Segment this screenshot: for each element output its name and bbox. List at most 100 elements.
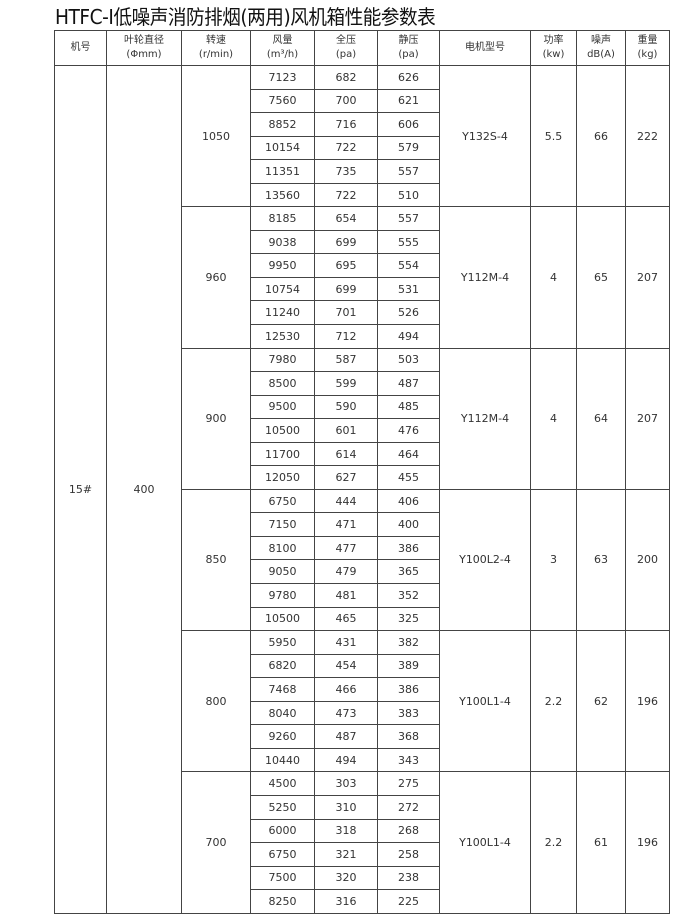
static-pressure-cell: 258 xyxy=(377,842,440,867)
header-machine-no: 机号 xyxy=(54,30,107,66)
motor-model-cell: Y100L1-4 xyxy=(439,771,531,914)
weight-cell: 207 xyxy=(625,206,670,349)
header-power: 功率 (kw) xyxy=(530,30,577,66)
airflow-cell: 7468 xyxy=(250,677,315,702)
motor-model-cell: Y100L2-4 xyxy=(439,488,531,632)
static-pressure-cell: 579 xyxy=(377,135,440,161)
table-row: 11700 614 464 xyxy=(55,441,670,467)
header-label: 转速 xyxy=(206,35,226,46)
weight-cell: 222 xyxy=(625,64,670,208)
total-pressure-cell: 722 xyxy=(314,135,378,161)
table-row: 9780 481 352 xyxy=(55,583,670,608)
airflow-cell: 5250 xyxy=(250,794,315,820)
static-pressure-cell: 621 xyxy=(377,88,440,114)
static-pressure-cell: 526 xyxy=(377,300,440,326)
page-title: HTFC-Ⅰ低噪声消防排烟(两用)风机箱性能参数表 xyxy=(55,5,436,29)
table-row: 6000 318 268 xyxy=(55,818,670,844)
static-pressure-cell: 238 xyxy=(377,865,440,891)
power-cell: 4 xyxy=(530,347,577,490)
airflow-cell: 9950 xyxy=(250,253,315,278)
weight-cell: 200 xyxy=(625,488,670,632)
header-unit: (Φmm) xyxy=(126,49,162,60)
speed-cell: 800 xyxy=(181,630,251,773)
table-row: 8100 477 386 xyxy=(55,535,670,561)
airflow-cell: 10154 xyxy=(250,135,315,161)
header-impeller-diameter: 叶轮直径 (Φmm) xyxy=(106,30,182,66)
static-pressure-cell: 557 xyxy=(377,159,440,184)
header-label: 全压 xyxy=(336,35,356,46)
airflow-cell: 9260 xyxy=(250,724,315,749)
airflow-cell: 11240 xyxy=(250,300,315,326)
motor-model-cell: Y100L1-4 xyxy=(439,630,531,773)
airflow-cell: 10500 xyxy=(250,418,315,443)
header-label: 静压 xyxy=(398,35,419,46)
total-pressure-cell: 481 xyxy=(314,583,378,608)
airflow-cell: 6000 xyxy=(250,818,315,844)
total-pressure-cell: 444 xyxy=(314,488,378,514)
airflow-cell: 8040 xyxy=(250,700,315,726)
header-weight: 重量 (kg) xyxy=(625,30,670,66)
table-row: 9500 590 485 xyxy=(55,394,670,420)
header-label: 风量 xyxy=(272,35,293,46)
airflow-cell: 8100 xyxy=(250,535,315,561)
airflow-cell: 12050 xyxy=(250,465,315,490)
header-unit: (kw) xyxy=(542,49,565,60)
static-pressure-cell: 476 xyxy=(377,418,440,443)
weight-cell: 196 xyxy=(625,771,670,914)
total-pressure-cell: 695 xyxy=(314,253,378,278)
table-row: 6820 454 389 xyxy=(55,653,670,679)
motor-model-cell: Y132S-4 xyxy=(439,64,531,208)
noise-cell: 64 xyxy=(576,347,626,490)
table-row: 12530 712 494 xyxy=(55,324,670,349)
total-pressure-cell: 682 xyxy=(314,65,378,90)
total-pressure-cell: 601 xyxy=(314,418,378,443)
header-label: 重量 xyxy=(637,35,658,46)
header-label: 电机型号 xyxy=(465,42,505,53)
static-pressure-cell: 626 xyxy=(377,65,440,90)
header-unit: dB(A) xyxy=(587,49,615,60)
table-row: 8250 316 225 xyxy=(55,889,670,914)
static-pressure-cell: 606 xyxy=(377,112,440,137)
static-pressure-cell: 368 xyxy=(377,724,440,749)
total-pressure-cell: 735 xyxy=(314,159,378,184)
total-pressure-cell: 627 xyxy=(314,465,378,490)
table-row: 11351 735 557 xyxy=(55,159,670,184)
header-total-pressure: 全压 (pa) xyxy=(314,30,378,66)
table-row: 6750 321 258 xyxy=(55,842,670,867)
table-row: 10440 494 343 xyxy=(55,747,670,773)
airflow-cell: 6820 xyxy=(250,653,315,679)
noise-cell: 63 xyxy=(576,488,626,632)
total-pressure-cell: 303 xyxy=(314,771,378,796)
total-pressure-cell: 590 xyxy=(314,394,378,420)
noise-cell: 62 xyxy=(576,630,626,773)
speed-cell: 960 xyxy=(181,206,251,349)
total-pressure-cell: 614 xyxy=(314,441,378,467)
table-row: 9050 479 365 xyxy=(55,559,670,585)
static-pressure-cell: 352 xyxy=(377,583,440,608)
airflow-cell: 12530 xyxy=(250,324,315,349)
header-unit: (pa) xyxy=(398,49,419,60)
speed-cell: 700 xyxy=(181,771,251,914)
airflow-cell: 11351 xyxy=(250,159,315,184)
airflow-cell: 9038 xyxy=(250,229,315,255)
header-label: 功率 xyxy=(543,35,564,46)
header-row: 机号 叶轮直径 (Φmm) 转速 (r/min) 风量 (m³/h) 全压 (pa) 静压 (pa)… xyxy=(54,30,670,66)
static-pressure-cell: 225 xyxy=(377,889,440,914)
table-row: 7500 320 238 xyxy=(55,865,670,891)
power-cell: 5.5 xyxy=(530,64,577,208)
total-pressure-cell: 479 xyxy=(314,559,378,585)
total-pressure-cell: 471 xyxy=(314,512,378,537)
header-unit: (kg) xyxy=(637,49,658,60)
total-pressure-cell: 477 xyxy=(314,535,378,561)
static-pressure-cell: 386 xyxy=(377,535,440,561)
static-pressure-cell: 510 xyxy=(377,182,440,208)
weight-cell: 196 xyxy=(625,630,670,773)
table-row: 8852 716 606 xyxy=(55,112,670,137)
airflow-cell: 9050 xyxy=(250,559,315,585)
noise-cell: 61 xyxy=(576,771,626,914)
static-pressure-cell: 406 xyxy=(377,488,440,514)
total-pressure-cell: 465 xyxy=(314,606,378,632)
table-row: 850 6750 444 406 Y100L2-4 3 63 200 xyxy=(55,488,670,632)
total-pressure-cell: 473 xyxy=(314,700,378,726)
table-row: 800 5950 431 382 Y100L1-4 2.2 62 196 xyxy=(55,630,670,773)
